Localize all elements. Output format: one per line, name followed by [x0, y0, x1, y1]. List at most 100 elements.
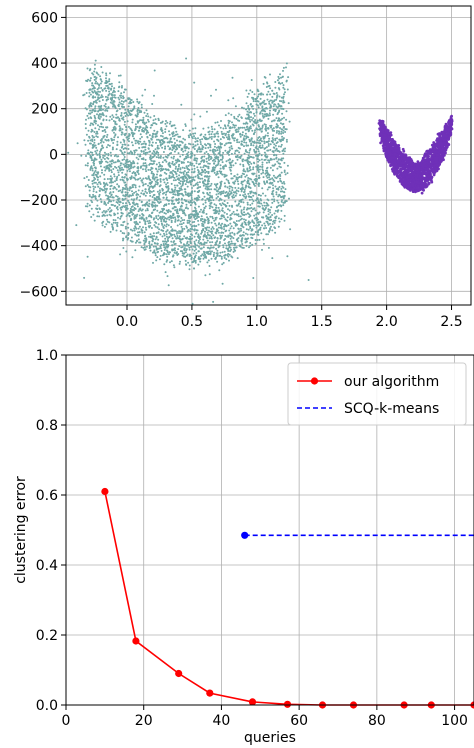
scatter-point	[223, 175, 226, 178]
scatter-point	[219, 170, 222, 173]
scatter-point	[139, 207, 142, 210]
scatter-point	[219, 167, 222, 170]
scatter-point	[194, 260, 197, 262]
scatter-point	[220, 183, 222, 186]
scatter-point	[93, 63, 96, 66]
scatter-point	[235, 176, 238, 179]
scatter-point	[269, 228, 271, 231]
scatter-point	[131, 208, 134, 211]
scatter-point	[261, 105, 264, 108]
scatter-point	[251, 123, 254, 126]
scatter-point	[253, 162, 256, 165]
scatter-point	[185, 156, 188, 159]
scatter-point	[114, 204, 117, 207]
scatter-point	[195, 162, 198, 165]
scatter-point	[274, 139, 277, 142]
scatter-point	[163, 234, 166, 237]
scatter-point	[247, 116, 250, 119]
scatter-point	[279, 122, 282, 125]
scatter-point	[116, 212, 119, 215]
scatter-point	[151, 152, 154, 155]
scatter-point	[136, 100, 139, 103]
scatter-point	[280, 196, 283, 198]
scatter-point	[274, 231, 277, 234]
scatter-point	[173, 137, 176, 140]
scatter-point	[164, 220, 167, 223]
scatter-point	[144, 209, 147, 212]
scatter-point	[156, 170, 159, 173]
scatter-point	[203, 164, 206, 167]
scatter-point	[233, 196, 236, 199]
scatter-point	[262, 169, 264, 172]
scatter-point	[263, 140, 266, 143]
scatter-point	[275, 148, 278, 151]
scatter-point	[208, 159, 210, 161]
scatter-point	[245, 144, 248, 147]
scatter-point	[230, 172, 233, 175]
scatter-point	[117, 159, 120, 162]
scatter-point	[119, 164, 122, 167]
scatter-point	[191, 168, 194, 171]
scatter-point	[128, 194, 131, 197]
scatter-point	[283, 191, 285, 193]
scatter-point	[125, 183, 128, 186]
scatter-point	[152, 209, 155, 212]
scatter-point	[92, 136, 95, 139]
scatter-point	[252, 168, 255, 171]
scatter-point	[165, 233, 168, 236]
scatter-point	[159, 201, 162, 203]
scatter-point	[251, 91, 254, 93]
scatter-point	[86, 205, 89, 208]
scatter-point	[126, 152, 129, 155]
scatter-point	[227, 141, 230, 144]
scatter-point	[277, 209, 280, 212]
scatter-point	[279, 177, 282, 180]
scatter-point	[105, 210, 108, 213]
scatter-point	[118, 197, 121, 200]
scatter-point	[236, 141, 239, 144]
scatter-point	[171, 149, 174, 151]
scatter-point	[166, 255, 169, 258]
scatter-point	[275, 188, 278, 190]
scatter-point	[138, 101, 141, 104]
scatter-point	[139, 119, 142, 122]
scatter-point	[201, 224, 204, 227]
scatter-point	[239, 132, 242, 135]
scatter-point	[110, 178, 113, 181]
scatter-point	[108, 144, 111, 147]
scatter-point	[152, 232, 155, 235]
scatter-point	[245, 228, 248, 231]
scatter-point	[238, 141, 241, 144]
scatter-point	[268, 176, 271, 179]
scatter-point	[142, 246, 145, 249]
scatter-point	[247, 170, 249, 173]
scatter-point	[137, 178, 140, 181]
scatter-point	[255, 224, 257, 227]
scatter-point	[140, 157, 143, 160]
scatter-point	[181, 229, 184, 232]
scatter-point	[217, 162, 220, 165]
scatter-point	[242, 122, 245, 125]
scatter-point	[201, 218, 204, 220]
scatter-point	[85, 155, 87, 157]
scatter-point	[124, 225, 127, 228]
scatter-point	[276, 106, 279, 109]
scatter-point	[137, 238, 140, 241]
scatter-point	[203, 152, 206, 155]
scatter-point	[282, 129, 285, 132]
scatter-point	[221, 173, 224, 176]
scatter-point	[120, 92, 123, 95]
scatter-point	[135, 223, 137, 226]
scatter-point	[249, 168, 252, 171]
scatter-point	[108, 207, 111, 209]
scatter-point	[209, 241, 211, 244]
scatter-point	[150, 162, 153, 165]
scatter-point	[142, 162, 145, 165]
scatter-point	[273, 212, 276, 215]
scatter-point	[119, 200, 122, 203]
scatter-point	[173, 184, 176, 187]
scatter-point	[153, 151, 156, 153]
scatter-point	[106, 195, 109, 197]
scatter-point	[226, 216, 229, 219]
scatter-point	[177, 212, 180, 215]
